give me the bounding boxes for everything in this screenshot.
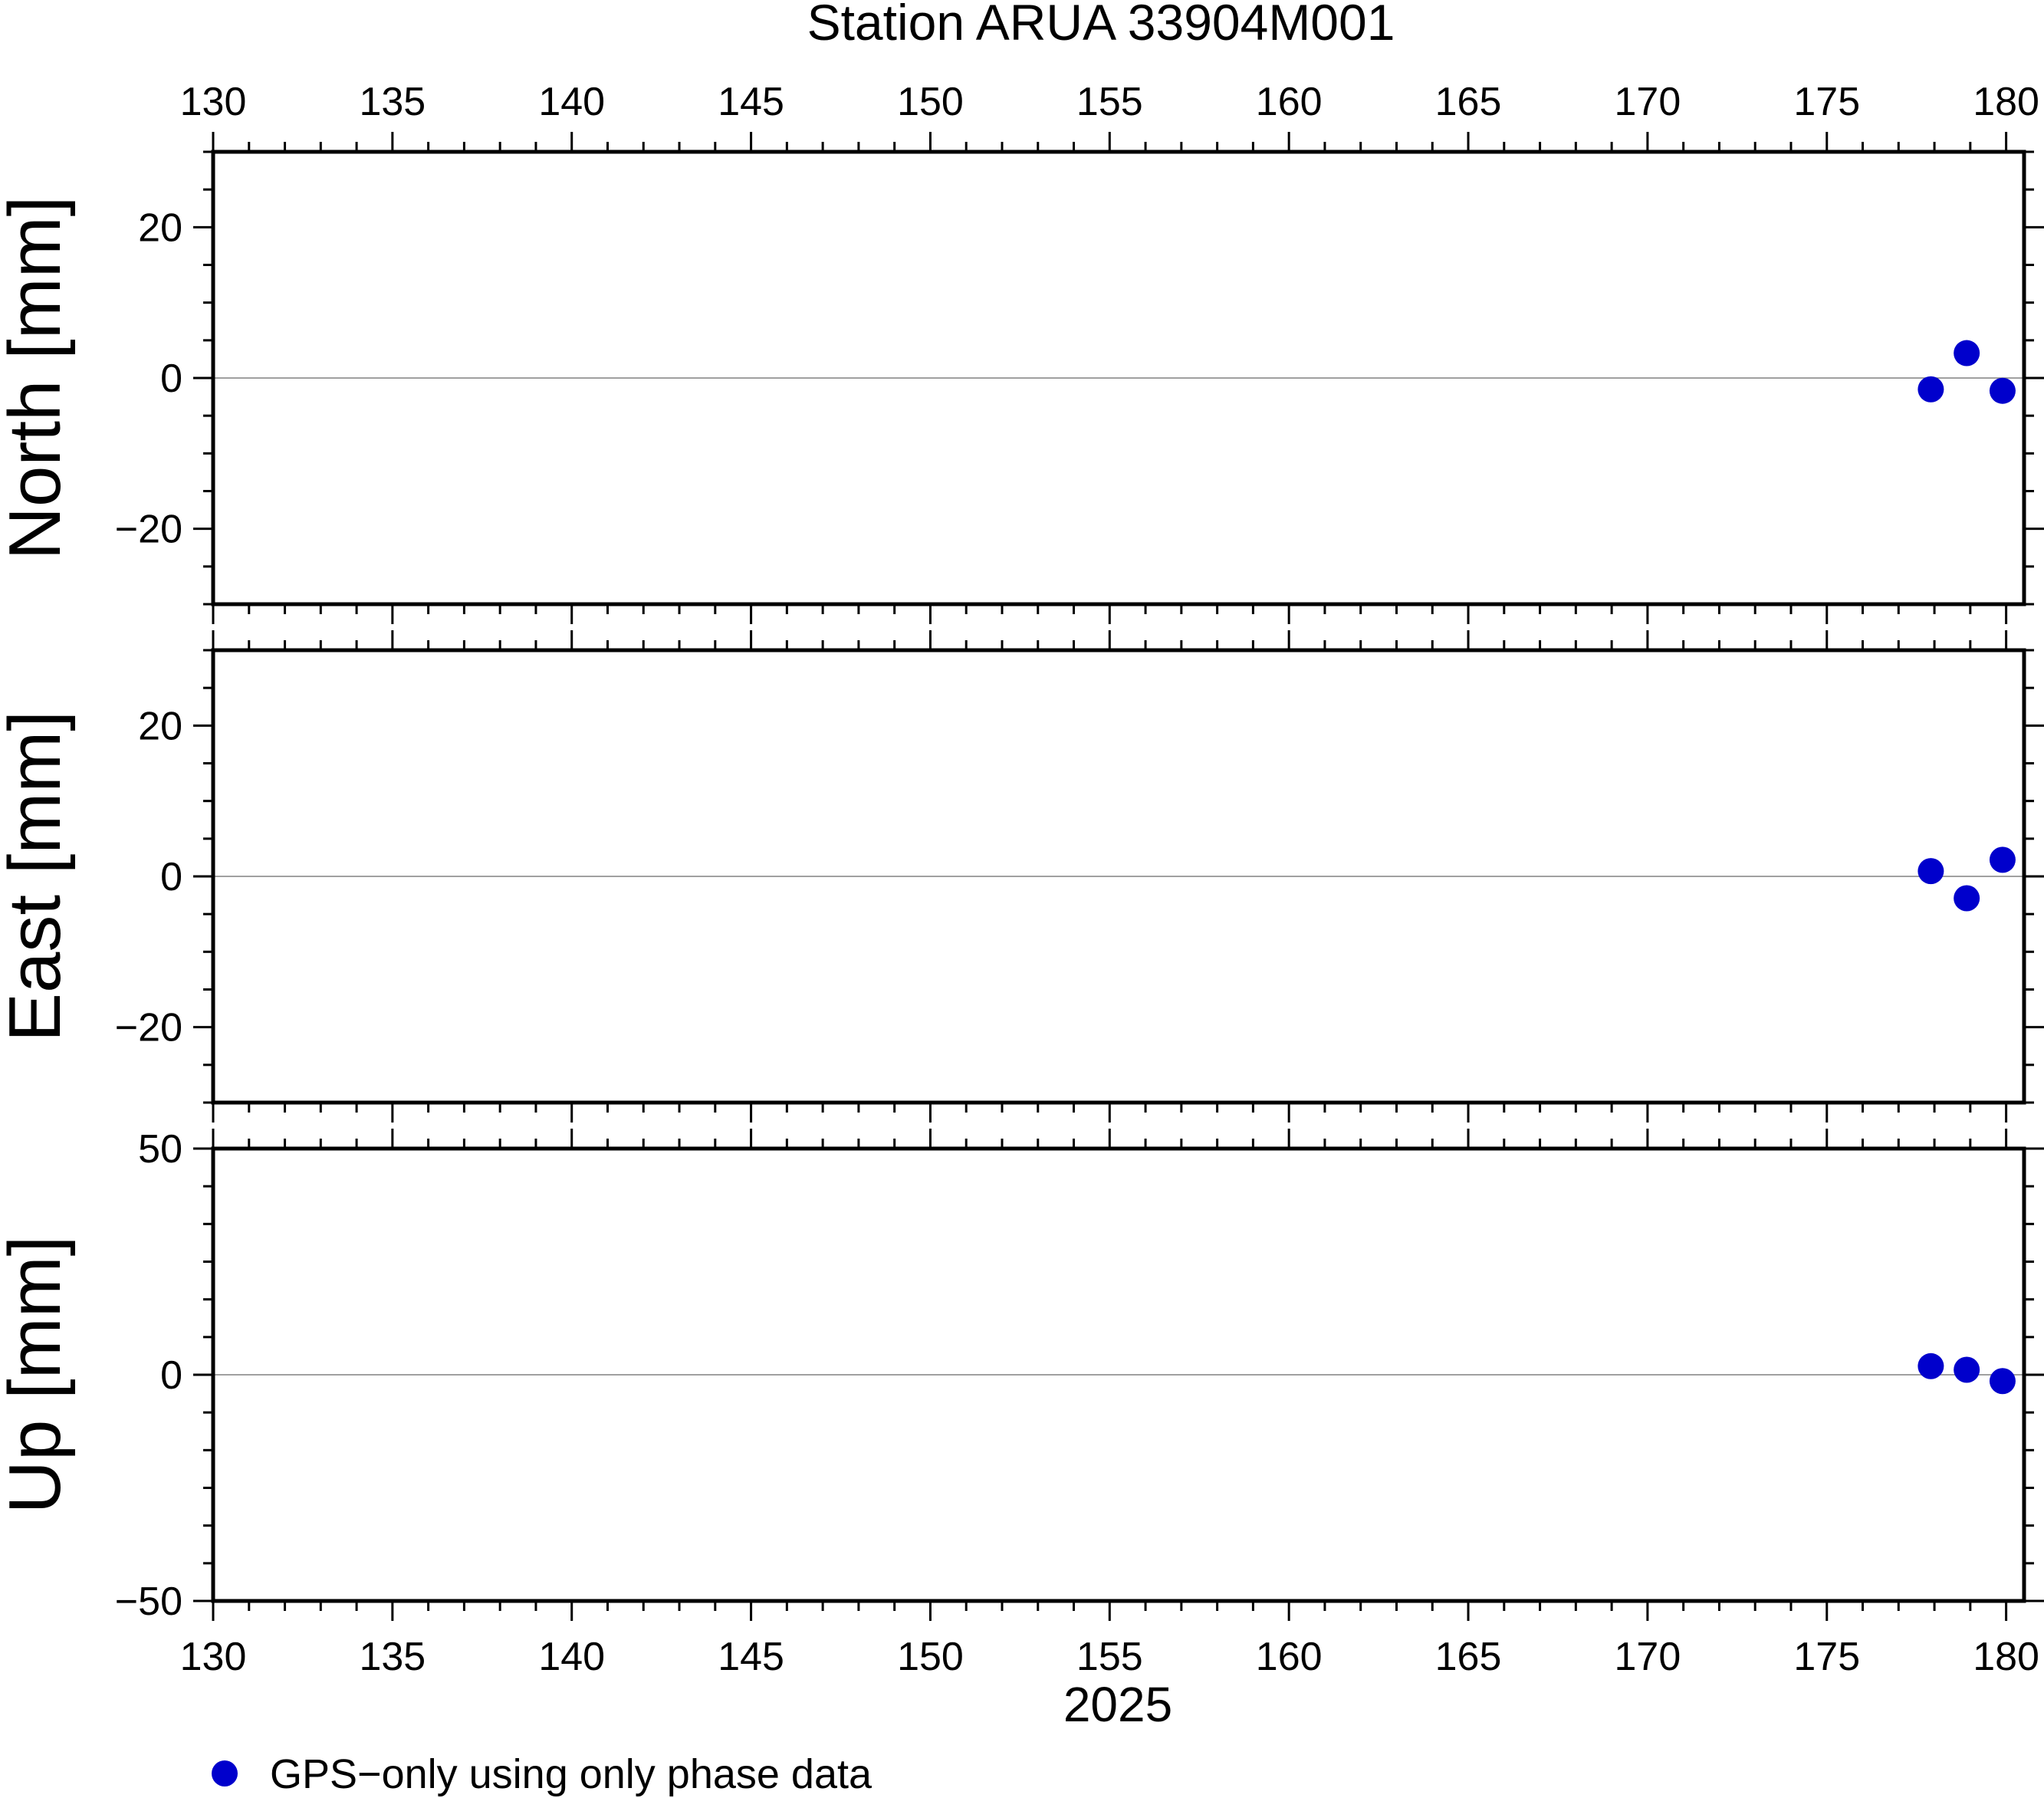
y-tick-label: 0 xyxy=(160,855,182,899)
data-point xyxy=(1989,1368,2016,1395)
top-x-tick-label: 130 xyxy=(180,80,247,124)
top-x-tick-label: 140 xyxy=(538,80,605,124)
y-tick-label: −20 xyxy=(115,508,182,552)
bottom-x-tick-label: 155 xyxy=(1076,1635,1143,1679)
bottom-x-tick-label: 135 xyxy=(359,1635,426,1679)
data-point xyxy=(1989,377,2016,404)
panels: 20 0 −20 North [mm] 20 0 −20 East [mm] 50 0 −50 Up … xyxy=(0,150,2044,1624)
top-x-tick-label: 165 xyxy=(1435,80,1502,124)
data-point xyxy=(1917,858,1944,885)
top-x-axis: 130 135 140 145 150 155 160 165 170 175 180 xyxy=(180,80,2039,152)
data-point xyxy=(1954,1356,1980,1383)
y-tick-label: 20 xyxy=(138,205,182,250)
bottom-x-tick-label: 140 xyxy=(538,1635,605,1679)
data-point xyxy=(1917,376,1944,403)
top-x-tick-label: 145 xyxy=(718,80,784,124)
top-x-tick-label: 170 xyxy=(1615,80,1681,124)
panel-2: 20 0 −20 East [mm] xyxy=(0,630,2044,1123)
bottom-x-tick-label: 130 xyxy=(180,1635,247,1679)
y-tick-label: 0 xyxy=(160,1353,182,1398)
y-axis-label: North [mm] xyxy=(0,196,76,560)
top-x-tick-label: 135 xyxy=(359,80,426,124)
top-x-tick-label: 175 xyxy=(1793,80,1860,124)
top-x-tick-label: 180 xyxy=(1973,80,2039,124)
y-axis-label: East [mm] xyxy=(0,711,76,1042)
data-point xyxy=(1989,846,2016,873)
data-point xyxy=(1917,1353,1944,1379)
chart-title: Station ARUA 33904M001 xyxy=(807,0,1395,51)
top-x-tick-label: 160 xyxy=(1256,80,1323,124)
y-tick-label: 50 xyxy=(138,1127,182,1172)
bottom-x-tick-label: 145 xyxy=(718,1635,784,1679)
x-axis-label: 2025 xyxy=(1063,1677,1172,1732)
data-point xyxy=(1954,340,1980,367)
legend: GPS−only using only phase data xyxy=(212,1751,872,1797)
top-x-tick-label: 150 xyxy=(897,80,964,124)
panel-3: 50 0 −50 Up [mm] xyxy=(0,1127,2044,1624)
bottom-x-tick-label: 170 xyxy=(1615,1635,1681,1679)
y-tick-label: −20 xyxy=(115,1006,182,1050)
data-point xyxy=(1954,885,1980,912)
top-x-tick-label: 155 xyxy=(1076,80,1143,124)
bottom-x-tick-label: 175 xyxy=(1793,1635,1860,1679)
y-axis-label: Up [mm] xyxy=(0,1236,76,1514)
bottom-x-tick-label: 165 xyxy=(1435,1635,1502,1679)
bottom-x-axis: 130 135 140 145 150 155 160 165 170 175 180 xyxy=(180,1635,2039,1679)
panel-1: 20 0 −20 North [mm] xyxy=(0,150,2044,624)
legend-label: GPS−only using only phase data xyxy=(270,1751,872,1797)
legend-marker xyxy=(212,1760,238,1786)
bottom-x-tick-label: 160 xyxy=(1256,1635,1323,1679)
bottom-x-tick-label: 180 xyxy=(1973,1635,2039,1679)
y-tick-label: 20 xyxy=(138,704,182,748)
y-tick-label: −50 xyxy=(115,1579,182,1624)
bottom-x-tick-label: 150 xyxy=(897,1635,964,1679)
y-tick-label: 0 xyxy=(160,357,182,401)
